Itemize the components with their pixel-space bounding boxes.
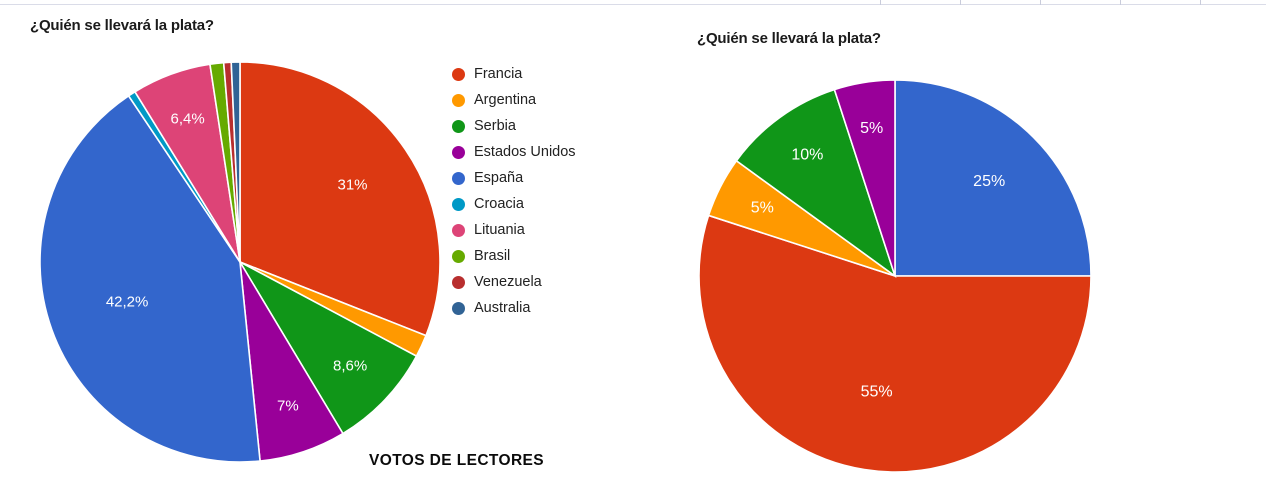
legend-item-label: Venezuela bbox=[474, 273, 542, 290]
legend-item[interactable]: España bbox=[452, 165, 576, 191]
legend-swatch-icon bbox=[452, 119, 465, 133]
legend-item[interactable]: Serbia bbox=[452, 113, 576, 139]
pie-slice[interactable] bbox=[237, 259, 418, 435]
legend-item[interactable]: Croacia bbox=[452, 191, 576, 217]
legend-item-label: Croacia bbox=[474, 195, 524, 212]
pie-slice[interactable] bbox=[698, 214, 1092, 473]
pie-slice-label: 31% bbox=[337, 177, 367, 194]
pie-slice[interactable] bbox=[230, 61, 241, 263]
legend-item-label: Australia bbox=[474, 299, 531, 316]
legend-item[interactable]: Estados Unidos bbox=[452, 139, 576, 165]
pie-chart-colaboradores[interactable]: 25% 55% 5% 10% 5% bbox=[697, 78, 1093, 474]
legend-item-label: Lituania bbox=[474, 221, 525, 238]
pie-slice-label: 6,4% bbox=[170, 110, 204, 127]
legend-item[interactable]: Francia bbox=[452, 61, 576, 87]
legend-swatch-icon bbox=[452, 171, 465, 185]
page-title-right: ¿Quién se llevará la plata? bbox=[697, 30, 881, 47]
legend-swatch-icon bbox=[452, 197, 465, 211]
pie-slice-label: 10% bbox=[791, 147, 823, 164]
legend-item[interactable]: Australia bbox=[452, 295, 576, 321]
legend-swatch-icon bbox=[452, 301, 465, 315]
caption-lectores: VOTOS DE LECTORES bbox=[369, 452, 545, 469]
legend-item[interactable]: Lituania bbox=[452, 217, 576, 243]
pie-slice-label: 42,2% bbox=[106, 294, 149, 311]
pie-slice[interactable] bbox=[239, 61, 441, 337]
legend-item-label: Argentina bbox=[474, 91, 537, 108]
pie-slice-label: 5% bbox=[751, 200, 774, 217]
legend-item-label: Estados Unidos bbox=[474, 143, 576, 160]
page-title-left: ¿Quién se llevará la plata? bbox=[30, 17, 214, 34]
pie-slice[interactable] bbox=[39, 94, 261, 463]
pie-slice-label: 55% bbox=[861, 383, 893, 400]
legend-swatch-icon bbox=[452, 249, 465, 263]
legend-swatch-icon bbox=[452, 145, 465, 159]
legend-lectores: Francia Argentina Serbia Estados Unidos Espa… bbox=[452, 61, 576, 321]
legend-item[interactable]: Venezuela bbox=[452, 269, 576, 295]
pie-chart-lectores[interactable]: 31% 8,6% 7% 42,2% 6,4% bbox=[38, 60, 442, 464]
pie-slice[interactable] bbox=[735, 88, 897, 279]
legend-item-label: Francia bbox=[474, 65, 523, 82]
chart-panel-colaboradores: ¿Quién se llevará la plata? 25% 55% 5% 10% 5… bbox=[640, 0, 1266, 487]
legend-item-label: Brasil bbox=[474, 247, 511, 264]
pie-slice-label: 25% bbox=[973, 173, 1005, 190]
legend-swatch-icon bbox=[452, 67, 465, 81]
legend-item[interactable]: Argentina bbox=[452, 87, 576, 113]
pie-slice-label: 7% bbox=[277, 397, 299, 414]
legend-item-label: España bbox=[474, 169, 524, 186]
legend-swatch-icon bbox=[452, 223, 465, 237]
pie-slice-label: 8,6% bbox=[333, 358, 367, 375]
legend-item-label: Serbia bbox=[474, 117, 516, 134]
pie-slice[interactable] bbox=[894, 79, 1092, 277]
pie-slice-label: 5% bbox=[860, 120, 883, 137]
legend-item[interactable]: Brasil bbox=[452, 243, 576, 269]
legend-swatch-icon bbox=[452, 275, 465, 289]
chart-panel-lectores: ¿Quién se llevará la plata? 31% 8,6% 7% 42,… bbox=[30, 17, 576, 469]
pie-slice[interactable] bbox=[833, 79, 896, 277]
legend-swatch-icon bbox=[452, 93, 465, 107]
